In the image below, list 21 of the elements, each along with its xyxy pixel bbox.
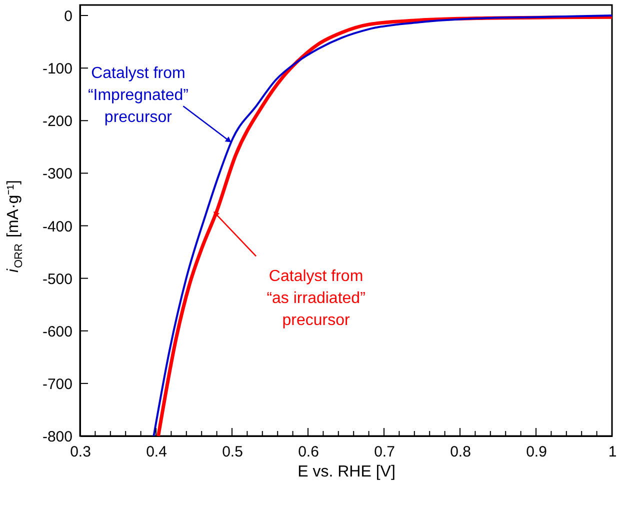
x-tick-label: 0.8 — [450, 444, 471, 460]
y-tick-label: -200 — [42, 113, 72, 130]
x-tick-label: 0.6 — [298, 444, 319, 460]
y-tick-label: -600 — [42, 323, 72, 340]
y-tick-label: -400 — [42, 218, 72, 236]
x-tick-label: 0.9 — [526, 444, 547, 460]
x-tick-label: 0.5 — [222, 444, 243, 460]
y-tick-label: -500 — [42, 270, 72, 288]
annotation: Catalyst from “Impregnated” precursor — [88, 65, 188, 126]
y-axis-title: iORR [mA·g⁻¹] — [5, 180, 25, 272]
y-tick-label: -300 — [42, 166, 72, 183]
x-tick-label: 0.4 — [146, 444, 167, 460]
y-tick-label: -100 — [42, 60, 72, 78]
annotation: Catalyst from “as irradiated” precursor — [266, 268, 366, 330]
x-tick-label: 0.3 — [70, 444, 91, 460]
y-tick-label: -800 — [42, 428, 72, 446]
x-tick-label: 0.7 — [374, 444, 395, 460]
y-tick-label: -700 — [42, 376, 72, 393]
x-axis-title: E vs. RHE [V] — [298, 464, 396, 480]
x-tick-label: 1 — [608, 444, 617, 460]
y-tick-label: 0 — [64, 8, 72, 26]
